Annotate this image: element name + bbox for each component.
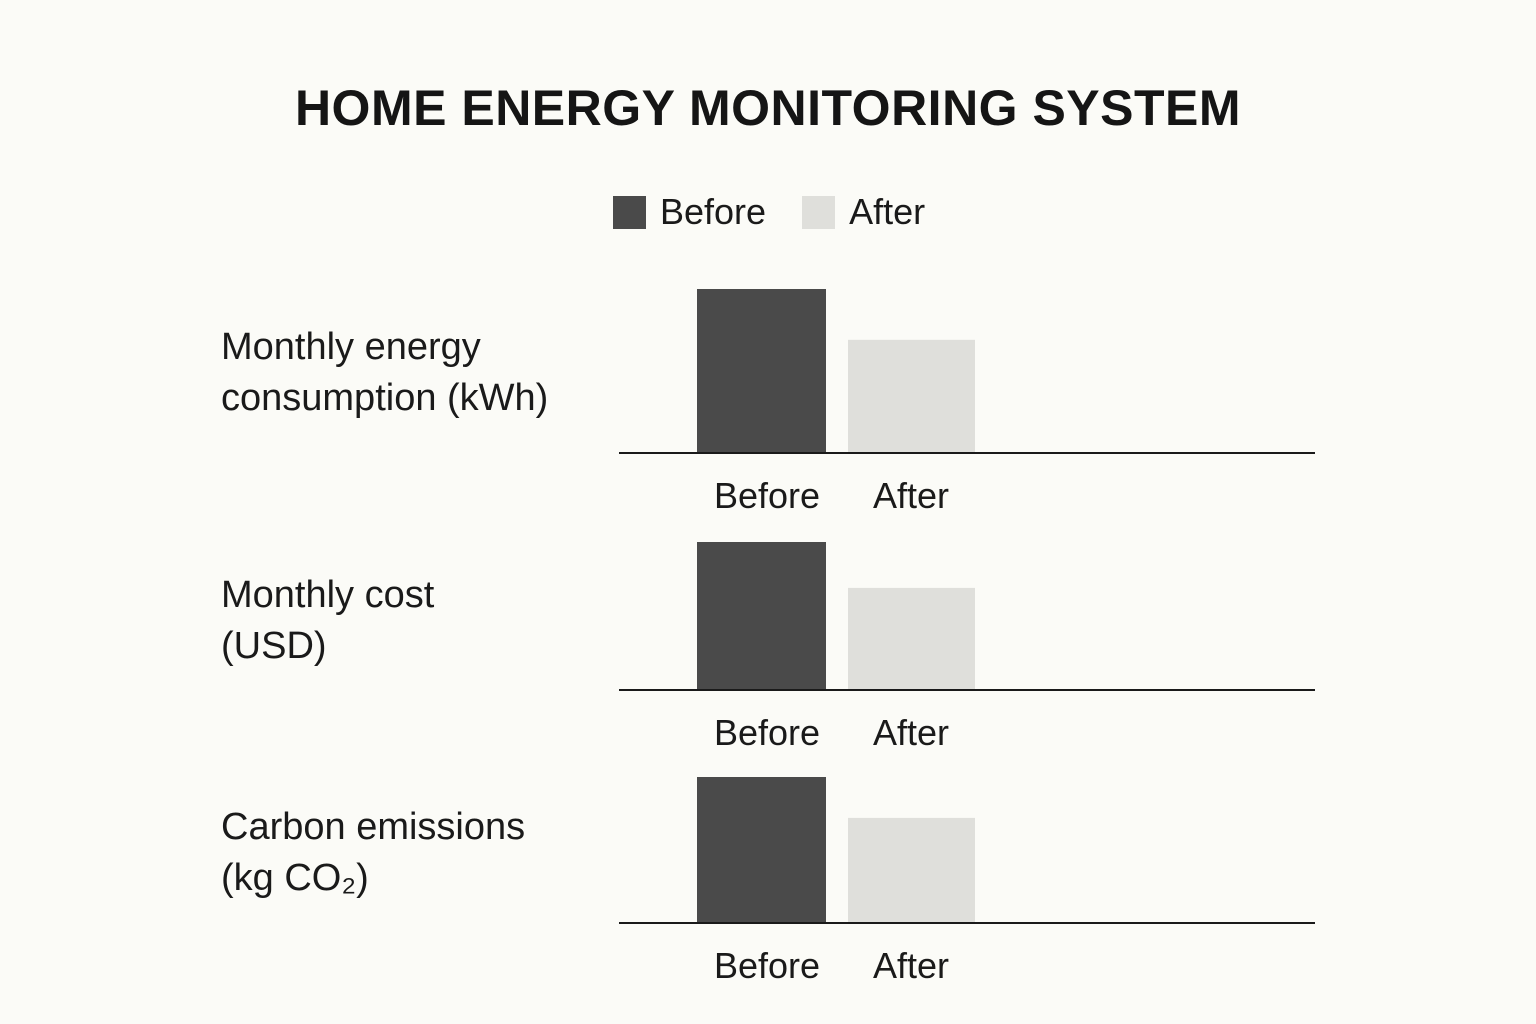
panel-title-line: consumption (kWh): [221, 377, 549, 419]
category-label-after: After: [873, 712, 949, 753]
legend-swatch-before: [613, 195, 646, 229]
panel-title-energy: Monthly energy consumption (kWh): [221, 322, 548, 424]
legend-label-before: Before: [660, 191, 767, 232]
bar-after: [848, 587, 975, 690]
panel-title-cost: Monthly cost (USD): [221, 570, 434, 672]
legend-item-after: After: [802, 192, 925, 232]
legend: Before After: [613, 192, 961, 232]
category-label-after: After: [873, 475, 949, 516]
bar-after: [848, 817, 975, 923]
panel-title-line: Monthly energy: [221, 326, 481, 368]
category-label-before: Before: [714, 712, 820, 753]
bar-before: [697, 289, 826, 453]
category-label-after: After: [873, 945, 949, 986]
category-label-before: Before: [714, 475, 820, 516]
legend-swatch-after: [802, 195, 836, 229]
bar-panel-1: Before After: [619, 289, 1315, 516]
chart-title: HOME ENERGY MONITORING SYSTEM: [294, 80, 1242, 136]
legend-label-after: After: [849, 191, 926, 232]
bar-before: [697, 777, 826, 923]
panel-title-line: (USD): [221, 625, 327, 667]
bar-panel-2: Before After: [619, 542, 1315, 753]
bar-after: [848, 339, 975, 453]
category-label-before: Before: [714, 945, 820, 986]
legend-item-before: Before: [613, 192, 766, 232]
panel-title-line: (kg CO₂): [221, 857, 369, 899]
bar-before: [697, 542, 826, 690]
panel-title-line: Monthly cost: [221, 574, 435, 616]
panel-title-line: Carbon emissions: [221, 806, 526, 848]
bar-panel-3: Before After: [619, 777, 1315, 986]
panel-title-emissions: Carbon emissions (kg CO₂): [221, 802, 525, 904]
